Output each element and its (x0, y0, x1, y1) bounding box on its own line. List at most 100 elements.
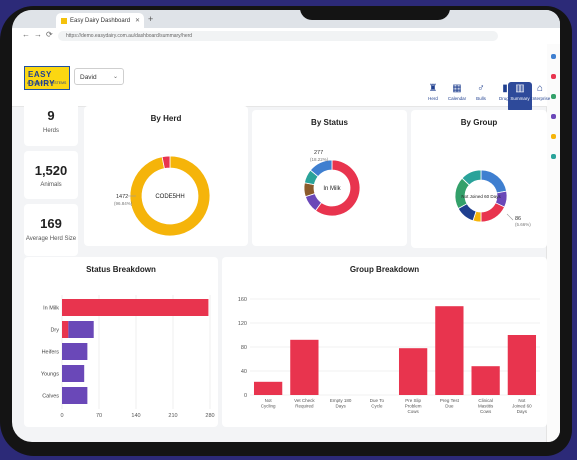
nav-bulls[interactable]: ♂ Bulls (470, 82, 492, 108)
sidebar-outlook-icon[interactable] (551, 154, 556, 159)
bar-chart-icon: ▥ (515, 83, 525, 94)
group-breakdown-bar[interactable] (507, 335, 537, 395)
nav-herd[interactable]: ♜ Herd (422, 82, 444, 108)
group-breakdown-bar[interactable] (435, 306, 464, 395)
calendar-icon: ▦ (452, 83, 462, 94)
cow-icon: ♜ (428, 83, 438, 94)
by-group-card: By Group Not Joined 60 Days 86 (5.66%) (411, 110, 547, 248)
nav-drugs-label: Drugs (498, 96, 511, 101)
status-breakdown-xtick: 280 (205, 413, 214, 419)
avg-herd-size-value: 169 (40, 216, 62, 231)
bull-icon: ♂ (477, 83, 485, 94)
status-breakdown-xtick: 210 (168, 413, 177, 419)
nav-arrows-icon[interactable]: ←→⟳ (22, 30, 57, 39)
sidebar-games-icon[interactable] (551, 114, 556, 119)
tab-title: Easy Dairy Dashboard (70, 17, 131, 24)
group-breakdown-category-label: Pre Slip Problem Cows (405, 398, 422, 414)
group-breakdown-category-label: Due To Cycle (370, 398, 385, 409)
group-breakdown-chart[interactable]: 0 40 80 120 160 Not Cycling Vet Check Required Em… (222, 257, 547, 427)
status-breakdown-bar[interactable] (62, 299, 209, 316)
status-breakdown-xtick: 70 (96, 413, 102, 419)
group-breakdown-bar[interactable] (398, 348, 428, 395)
nav-summary[interactable]: ▥ Summary (508, 82, 532, 112)
by-group-slice[interactable] (480, 202, 506, 223)
status-breakdown-bar[interactable] (62, 321, 69, 338)
by-group-slice[interactable] (480, 169, 508, 194)
new-tab-icon[interactable]: + (148, 14, 154, 24)
group-breakdown-title: Group Breakdown (349, 265, 420, 274)
by-group-chart[interactable]: Not Joined 60 Days 86 (5.66%) (411, 110, 547, 248)
status-breakdown-xtick: 140 (131, 413, 140, 419)
herds-count: 9 (47, 108, 55, 123)
status-breakdown-bar[interactable] (62, 387, 88, 404)
drug-bottle-icon: ▮ (502, 83, 508, 94)
by-status-title: By Status (311, 118, 348, 127)
by-status-callout-value: 277 (314, 150, 323, 156)
by-herd-callout-pct: (96.84%) (114, 201, 133, 206)
group-breakdown-bar[interactable] (471, 366, 500, 395)
by-group-callout-pct: (5.66%) (515, 222, 531, 227)
status-breakdown-title: Status Breakdown (86, 265, 156, 274)
by-status-card: By Status In Milk 277 (18.22%) (252, 110, 407, 246)
nav-calendar-label: Calendar (447, 96, 467, 101)
status-breakdown-xtick: 0 (60, 413, 63, 419)
browser-window: Easy Dairy Dashboard ✕ + ←→⟳ https://dem… (12, 10, 560, 442)
nav-herd-label: Herd (428, 96, 438, 101)
group-breakdown-category-label: Clinical Mastitis Cows (478, 398, 494, 414)
group-breakdown-ytick: 120 (238, 321, 247, 327)
nav-summary-label: Summary (510, 96, 530, 101)
group-breakdown-category-label: Not Cycling (261, 398, 276, 409)
by-group-slice[interactable] (461, 169, 482, 186)
easy-dairy-logo: EASY DAIRY AUTOMATED SYSTEMS (24, 66, 70, 90)
nav-drugs[interactable]: ▮ Drugs (494, 82, 516, 108)
by-herd-slice[interactable] (129, 155, 211, 237)
group-breakdown-ytick: 160 (238, 297, 247, 303)
browser-sidebar (546, 44, 560, 442)
logo-subtext: AUTOMATED SYSTEMS (27, 81, 67, 85)
nav-calendar[interactable]: ▦ Calendar (446, 82, 468, 108)
nav-enterprise-label: Enterprise (529, 96, 551, 101)
farm-select-value: David (80, 74, 97, 81)
sidebar-shopping-icon[interactable] (551, 74, 556, 79)
nav-enterprise[interactable]: ⌂ Enterprise (530, 82, 551, 108)
group-breakdown-bar[interactable] (253, 381, 283, 395)
sidebar-tools-icon[interactable] (551, 94, 556, 99)
avg-herd-size-label: Average Herd Size (25, 236, 77, 242)
chevron-down-icon: ⌄ (112, 74, 118, 80)
status-breakdown-category-label: In Milk (43, 306, 59, 312)
status-breakdown-chart[interactable]: 0 70 140 210 280 In Milk Dry Heifers Youngs Calve… (24, 257, 218, 427)
sidebar-search-icon[interactable] (551, 54, 556, 59)
group-breakdown-bar[interactable] (290, 339, 319, 395)
status-breakdown-bar[interactable] (62, 343, 88, 360)
by-herd-callout-value: 1472 (116, 194, 128, 200)
status-breakdown-bar[interactable] (62, 365, 85, 382)
group-breakdown-category-label: Vet Check Required (294, 398, 315, 409)
favicon-icon (61, 17, 67, 24)
animals-label: Animals (40, 182, 62, 188)
farm-select[interactable]: David ⌄ (74, 68, 124, 85)
herds-label: Herds (42, 128, 59, 134)
by-status-chart[interactable]: In Milk 277 (18.22%) (252, 110, 407, 246)
group-breakdown-category-label: Preg Test Due (440, 398, 460, 409)
by-herd-chart[interactable]: CODE5HH 1472 (96.84%) (84, 106, 248, 246)
group-breakdown-ytick: 0 (244, 393, 247, 399)
by-status-slice[interactable] (309, 159, 333, 178)
group-breakdown-category-label: Not Joined 60 Days (512, 398, 532, 414)
animals-count: 1,520 (34, 163, 68, 178)
status-breakdown-category-label: Calves (42, 394, 59, 400)
sidebar-office-icon[interactable] (551, 134, 556, 139)
by-status-callout-pct: (18.22%) (310, 157, 329, 162)
by-herd-title: By Herd (150, 114, 182, 123)
status-breakdown-bar[interactable] (68, 321, 94, 338)
close-icon[interactable]: ✕ (134, 18, 140, 24)
by-herd-center-label: CODE5HH (155, 194, 184, 200)
logo-text: EASY DAIRY (28, 70, 56, 88)
group-breakdown-card: Group Breakdown 0 40 80 120 160 Not Cycling Vet… (222, 257, 547, 427)
stat-card-animals: 1,520 Animals (24, 151, 78, 199)
status-breakdown-category-label: Dry (50, 328, 59, 334)
browser-tab[interactable]: Easy Dairy Dashboard ✕ (56, 13, 144, 28)
by-herd-slice[interactable] (161, 155, 171, 170)
url-input[interactable]: https://demo.easydairy.com.au/dashboard/… (58, 31, 498, 41)
by-herd-card: By Herd CODE5HH 1472 (96.84%) (84, 106, 248, 246)
status-breakdown-card: Status Breakdown 0 70 140 210 280 In Milk Dry H… (24, 257, 218, 427)
